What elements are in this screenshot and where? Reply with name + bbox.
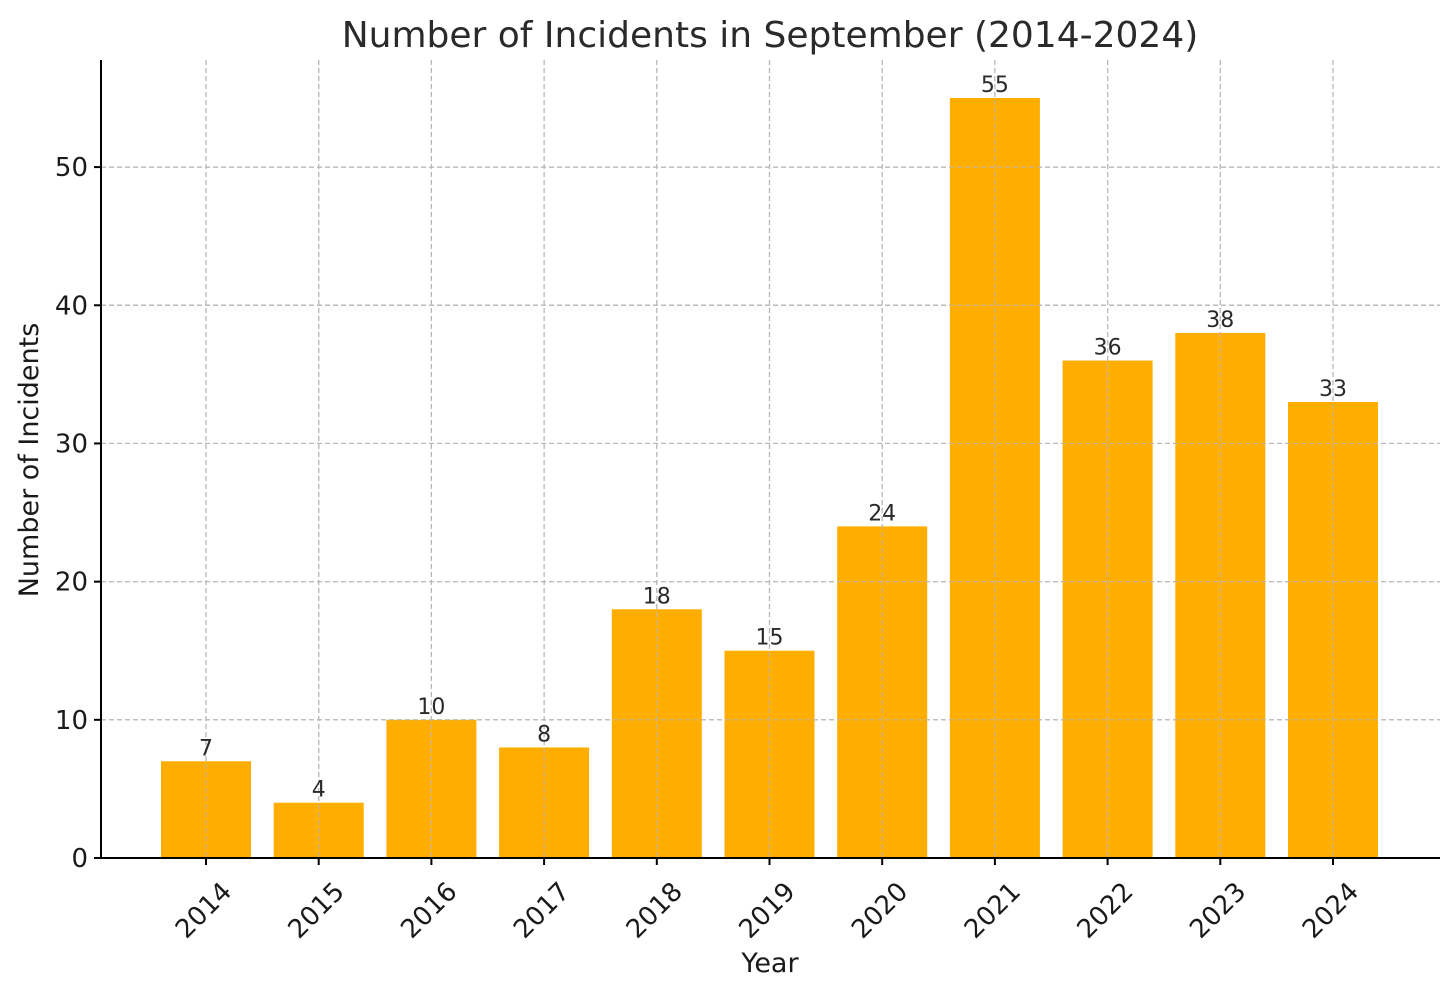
x-tick-label-2015: 2015 — [283, 877, 351, 945]
x-tick-label-2018: 2018 — [621, 877, 689, 945]
x-tick-label-2017: 2017 — [508, 877, 576, 945]
labels: 7 4 10 8 18 15 24 55 36 38 33 — [199, 73, 1347, 803]
bar-2023 — [1175, 332, 1266, 859]
x-axis-label: Year — [740, 948, 799, 979]
data-label-2018: 18 — [643, 584, 671, 609]
y-tick-label: 0 — [71, 844, 88, 874]
y-tick-label: 10 — [55, 706, 88, 736]
y-tick-label: 30 — [55, 429, 88, 459]
x-tick-label-2019: 2019 — [733, 877, 801, 945]
y-tick-label: 40 — [55, 291, 88, 321]
y-tick-label: 20 — [55, 568, 88, 598]
data-label-2021: 55 — [981, 73, 1009, 98]
data-label-2023: 38 — [1206, 308, 1234, 333]
y-axis-label: Number of Incidents — [14, 323, 45, 598]
data-label-2015: 4 — [312, 778, 326, 803]
data-label-2024: 33 — [1319, 377, 1347, 402]
x-tick-label-2024: 2024 — [1297, 877, 1365, 945]
x-tick-label-2022: 2022 — [1072, 877, 1140, 945]
bar-2014 — [161, 761, 251, 858]
x-tick-label-2021: 2021 — [959, 877, 1027, 945]
x-tick-label-2020: 2020 — [846, 877, 914, 945]
data-label-2016: 10 — [417, 695, 445, 720]
data-label-2022: 36 — [1094, 336, 1122, 361]
x-tick-label-2016: 2016 — [395, 877, 463, 945]
bars — [101, 60, 1440, 859]
x-tick-label-2023: 2023 — [1184, 877, 1252, 945]
bar-2019 — [724, 650, 815, 858]
data-label-2014: 7 — [199, 736, 213, 761]
data-label-2019: 15 — [756, 626, 784, 651]
x-tick-label-2014: 2014 — [170, 877, 238, 945]
chart-title: Number of Incidents in September (2014-2… — [342, 15, 1199, 56]
data-label-2017: 8 — [537, 722, 551, 747]
y-tick-label: 50 — [55, 153, 88, 183]
data-label-2020: 24 — [868, 501, 896, 526]
